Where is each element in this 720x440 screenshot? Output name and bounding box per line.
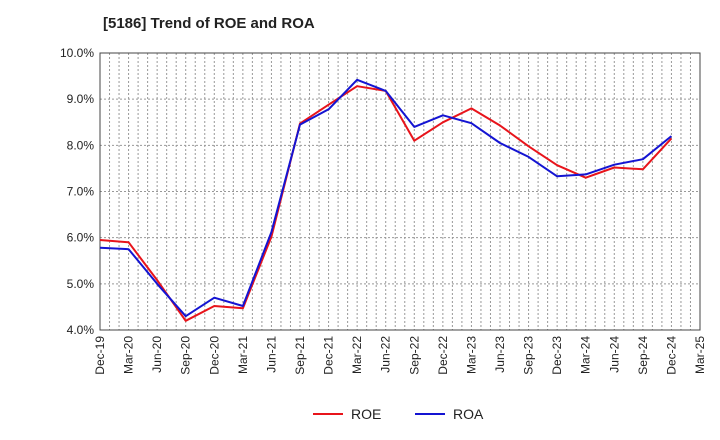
x-tick-label: Sep-24 xyxy=(636,336,650,375)
y-tick-label: 9.0% xyxy=(67,92,95,106)
y-tick-label: 4.0% xyxy=(67,323,95,337)
x-tick-label: Jun-21 xyxy=(264,336,278,373)
x-tick-label: Mar-20 xyxy=(122,336,136,374)
legend: ROE ROA xyxy=(313,406,484,422)
grid-layer xyxy=(100,53,700,330)
legend-label-roe: ROE xyxy=(351,406,381,422)
x-tick-label: Jun-22 xyxy=(379,336,393,373)
y-tick-label: 8.0% xyxy=(67,138,95,152)
x-tick-label: Sep-22 xyxy=(407,336,421,375)
x-tick-label: Jun-24 xyxy=(607,336,621,373)
y-tick-label: 5.0% xyxy=(67,277,95,291)
x-tick-label: Dec-20 xyxy=(207,336,221,375)
x-tick-layer: Dec-19 Mar-20 Jun-20 Sep-20 Dec-20 Mar-21 Jun-… xyxy=(93,336,707,375)
x-tick-label: Mar-23 xyxy=(464,336,478,374)
x-tick-label: Dec-19 xyxy=(93,336,107,375)
y-tick-layer: 4.0% 5.0% 6.0% 7.0% 8.0% 9.0% 10.0% xyxy=(60,46,94,337)
x-tick-label: Mar-22 xyxy=(350,336,364,374)
x-tick-label: Jun-23 xyxy=(493,336,507,373)
x-tick-label: Sep-21 xyxy=(293,336,307,375)
x-tick-label: Dec-23 xyxy=(550,336,564,375)
x-tick-label: Mar-21 xyxy=(236,336,250,374)
x-tick-label: Dec-21 xyxy=(322,336,336,375)
x-tick-label: Mar-24 xyxy=(579,336,593,374)
x-tick-label: Dec-24 xyxy=(664,336,678,375)
x-tick-label: Jun-20 xyxy=(150,336,164,373)
x-tick-label: Sep-23 xyxy=(522,336,536,375)
y-tick-label: 6.0% xyxy=(67,231,95,245)
y-tick-label: 10.0% xyxy=(60,46,94,60)
plot-frame xyxy=(99,52,701,331)
x-tick-label: Dec-22 xyxy=(436,336,450,375)
y-tick-label: 7.0% xyxy=(67,185,95,199)
legend-label-roa: ROA xyxy=(453,406,484,422)
series-line-roa xyxy=(99,78,673,318)
x-tick-label: Mar-25 xyxy=(693,336,707,374)
x-tick-label: Sep-20 xyxy=(179,336,193,375)
series-layer xyxy=(99,78,673,322)
chart-title: [5186] Trend of ROE and ROA xyxy=(103,15,315,32)
